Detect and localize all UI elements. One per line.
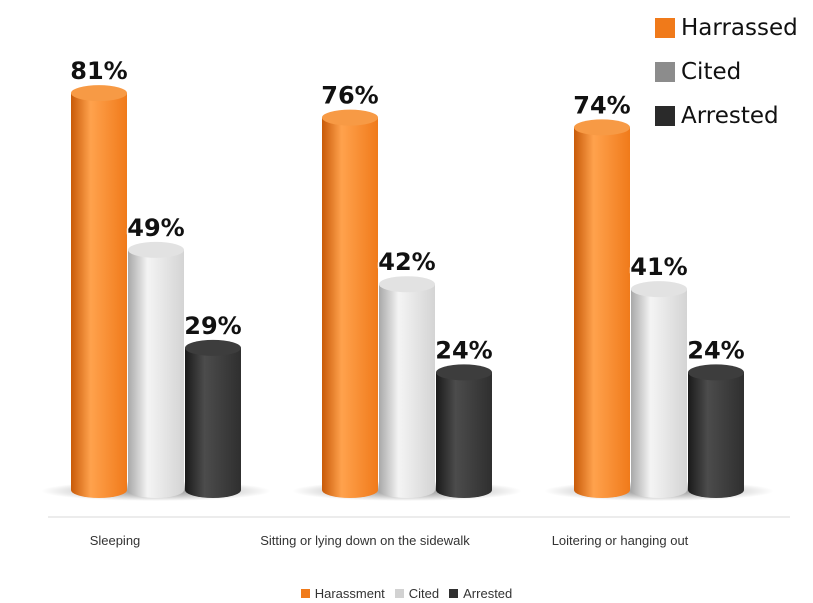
bar-arrested-0 [185,347,241,498]
bar-cited-2 [631,289,687,498]
bar-top-harassment-2 [574,119,630,136]
legend-item-arrested: Arrested [449,586,512,601]
legend-item-arrested: Arrested [655,94,798,138]
data-label-cited-0: 49% [127,214,184,242]
legend-swatch [394,589,404,598]
legend-item-harrassed: Harrassed [655,6,798,50]
legend-label: Harassment [314,586,385,601]
bar-top-cited-2 [631,281,687,298]
legend-label: Harrassed [681,15,798,41]
data-label-cited-1: 42% [378,248,435,276]
legend-label: Cited [681,59,742,85]
data-label-arrested-0: 29% [184,312,241,340]
bar-harassment-0 [71,93,127,498]
data-label-harassment-0: 81% [70,57,127,85]
legend-item-cited: Cited [394,586,440,601]
bar-arrested-1 [436,372,492,498]
bar-top-cited-1 [379,276,435,293]
bar-top-harassment-0 [71,85,127,102]
legend-swatch [655,62,675,82]
data-label-harassment-2: 74% [573,91,630,119]
bar-harassment-1 [322,117,378,498]
category-label-sitting: Sitting or lying down on the sidewalk [260,533,470,548]
bar-top-arrested-1 [436,364,492,381]
legend-swatch [655,106,675,126]
legend-item-harassment: Harassment [300,586,385,601]
category-label-loitering: Loitering or hanging out [551,533,689,548]
bar-harassment-2 [574,127,630,499]
bar-top-cited-0 [128,241,184,258]
category-label-sleeping: Sleeping [89,533,141,548]
data-label-cited-2: 41% [630,253,687,281]
data-label-arrested-1: 24% [435,336,492,364]
bottom-legend: Harassment Cited Arrested [0,586,813,601]
bar-top-arrested-0 [185,339,241,356]
data-label-harassment-1: 76% [321,82,378,110]
bar-top-arrested-2 [688,364,744,381]
bar-arrested-2 [688,372,744,498]
legend-swatch [449,589,459,598]
legend-label: Arrested [681,103,779,129]
legend-label: Arrested [463,586,513,601]
legend-label: Cited [408,586,440,601]
top-legend: Harrassed Cited Arrested [655,6,798,138]
data-label-arrested-2: 24% [687,336,744,364]
bar-cited-1 [379,284,435,498]
bar-top-harassment-1 [322,109,378,126]
legend-swatch [300,589,310,598]
legend-item-cited: Cited [655,50,798,94]
bar-cited-0 [128,249,184,498]
legend-swatch [655,18,675,38]
